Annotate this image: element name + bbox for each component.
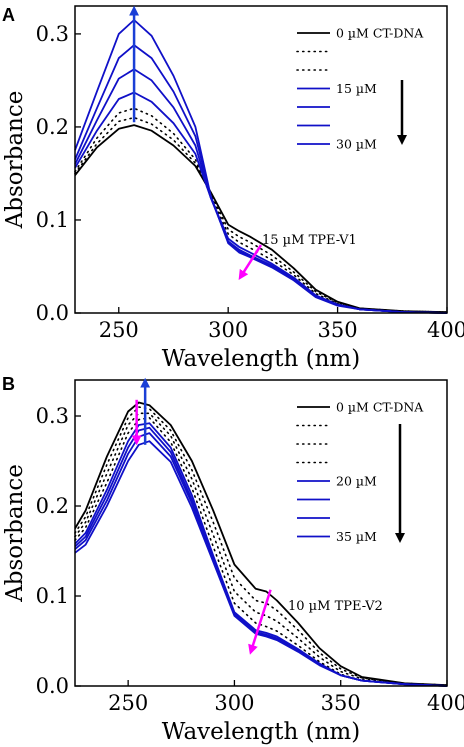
panel-b-series bbox=[74, 401, 448, 687]
panel-a-y-axis-label: Absorbance bbox=[2, 91, 28, 230]
panel-a-y-tick-label-1: 0.1 bbox=[36, 208, 69, 232]
panel-a-series-6 bbox=[74, 44, 448, 314]
panel-b-series-6 bbox=[74, 426, 448, 687]
panel-a-plot-frame bbox=[74, 5, 448, 314]
panel-b-decrease-arrow-shoulder bbox=[248, 589, 272, 655]
panel-b-x-tick-label-0: 250 bbox=[108, 691, 148, 715]
panel-b-series-4 bbox=[74, 416, 448, 687]
panel-a-x-axis-label: Wavelength (nm) bbox=[162, 346, 360, 372]
panel-b-legend-label-5: 20 µM bbox=[336, 474, 377, 489]
panel-b-series-3 bbox=[74, 412, 448, 686]
panel-a-series-3 bbox=[74, 107, 448, 313]
panel-label-b: B bbox=[2, 374, 15, 394]
panel-b-x-tick-label-1: 300 bbox=[214, 691, 254, 715]
panel-b-legend-label-1: 0 µM CT-DNA bbox=[336, 400, 424, 415]
panel-a-legend-label-1: 0 µM CT-DNA bbox=[336, 26, 424, 41]
panel-a-series-2 bbox=[74, 116, 448, 313]
panel-a-legend-label-7: 30 µM bbox=[336, 137, 377, 152]
panel-a-annotation: 15 µM TPE-V1 bbox=[262, 233, 357, 248]
panel-b-annotation: 10 µM TPE-V2 bbox=[288, 599, 383, 614]
panel-b-y-axis-label: Absorbance bbox=[2, 464, 28, 603]
panel-b-legend: 0 µM CT-DNA 20 µM 35 µM bbox=[296, 400, 424, 544]
panel-a-y-tick-label-2: 0.2 bbox=[36, 115, 69, 139]
panel-a-series bbox=[74, 19, 448, 314]
panel-b-plot-frame bbox=[74, 379, 448, 687]
panel-b-series-1 bbox=[74, 401, 448, 686]
panel-b-x-axis-label: Wavelength (nm) bbox=[162, 719, 360, 745]
panel-b-series-2 bbox=[74, 406, 448, 686]
panel-a-ticks: 250 300 350 400 0.0 0.1 0.2 0.3 bbox=[36, 22, 464, 342]
panel-b-ticks: 250 300 350 400 0.0 0.1 0.2 0.3 bbox=[36, 404, 464, 715]
panel-b-series-8 bbox=[74, 440, 448, 687]
panel-a-series-1 bbox=[74, 124, 448, 313]
panel-b-x-tick-label-2: 350 bbox=[321, 691, 361, 715]
panel-b-legend-label-8: 35 µM bbox=[336, 529, 377, 544]
panel-a-decrease-arrow bbox=[238, 244, 263, 280]
panel-a-y-tick-label-0: 0.0 bbox=[36, 301, 69, 325]
panel-a-x-tick-label-1: 300 bbox=[208, 318, 248, 342]
panel-a-x-tick-label-0: 250 bbox=[99, 318, 139, 342]
panel-a-legend: 0 µM CT-DNA 15 µM 30 µM bbox=[296, 26, 424, 152]
panel-label-a: A bbox=[2, 5, 15, 25]
panel-b-y-tick-label-3: 0.3 bbox=[36, 404, 69, 428]
panel-b-x-tick-label-3: 400 bbox=[427, 691, 464, 715]
panel-b-series-5 bbox=[74, 422, 448, 687]
panel-a-y-tick-label-3: 0.3 bbox=[36, 22, 69, 46]
panel-b-y-tick-label-2: 0.2 bbox=[36, 494, 69, 518]
panel-b-y-tick-label-1: 0.1 bbox=[36, 584, 69, 608]
panel-a-legend-label-4: 15 µM bbox=[336, 81, 377, 96]
panel-a: A 250 300 350 400 0.0 0.1 0.2 0.3 Wavelength (n… bbox=[2, 5, 464, 372]
panel-a-x-tick-label-3: 400 bbox=[427, 318, 464, 342]
panel-a-series-5 bbox=[74, 68, 448, 314]
panel-a-x-tick-label-2: 350 bbox=[318, 318, 358, 342]
panel-b-y-tick-label-0: 0.0 bbox=[36, 674, 69, 698]
panel-b: B 250 300 350 400 0.0 0.1 0.2 0.3 Wavelength (n… bbox=[2, 374, 464, 745]
panel-a-series-7 bbox=[74, 19, 448, 314]
panel-b-series-7 bbox=[74, 432, 448, 687]
